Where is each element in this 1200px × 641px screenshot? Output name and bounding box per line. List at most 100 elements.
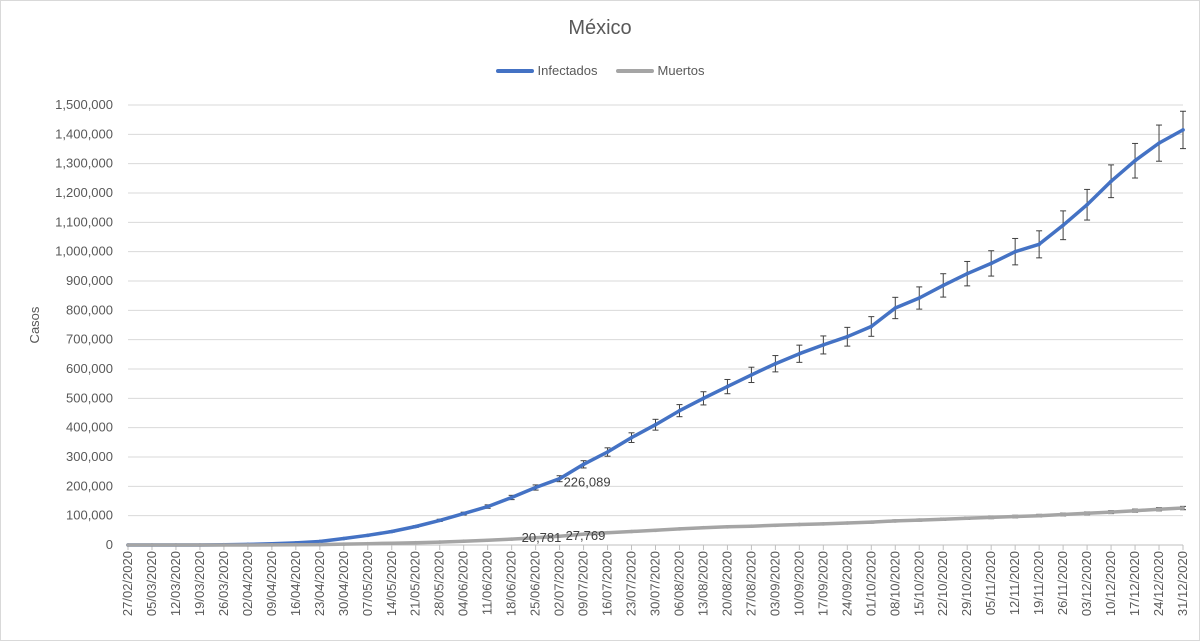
x-tick-label: 12/11/2020 [1007,551,1022,615]
series-line-infectados [126,128,1185,547]
data-point-muertos [294,542,298,547]
x-tick-label: 16/04/2020 [288,551,303,616]
x-tick-label: 17/12/2020 [1127,551,1142,616]
data-point-muertos [1061,512,1065,517]
x-tick-label: 25/06/2020 [528,551,543,616]
data-point-muertos [989,515,993,520]
x-tick-label: 01/10/2020 [863,551,878,616]
x-tick-label: 12/03/2020 [168,551,183,616]
data-point-muertos [749,524,754,529]
data-point-infectados [1109,179,1113,184]
data-point-infectados [1013,249,1017,254]
y-tick-label: 1,100,000 [55,214,113,229]
data-point-infectados [701,396,706,401]
data-point-muertos [246,543,250,547]
data-point-muertos [581,532,586,536]
data-point-muertos [461,539,466,543]
y-tick-label: 1,300,000 [55,156,113,171]
x-tick-label: 23/07/2020 [624,551,639,616]
data-point-muertos [389,541,394,546]
x-tick-label: 26/03/2020 [216,551,231,616]
data-point-infectados [533,485,538,490]
data-point-muertos [1013,514,1017,519]
data-point-infectados [509,495,514,500]
data-point-infectados [965,271,970,276]
y-tick-label: 1,200,000 [55,185,113,200]
data-point-infectados [1061,223,1065,228]
legend-item-infectados: Infectados [495,63,598,78]
x-tick-label: 16/07/2020 [600,551,615,616]
x-tick-label: 17/09/2020 [815,551,830,616]
data-point-muertos [413,540,418,545]
y-axis-title: Casos [27,306,42,343]
data-point-infectados [821,343,826,347]
data-point-infectados [749,373,754,377]
legend-item-muertos: Muertos [615,63,705,78]
legend-label-muertos: Muertos [657,63,705,78]
x-tick-label: 30/07/2020 [648,551,663,616]
data-point-muertos [821,522,826,526]
data-point-muertos [557,534,562,538]
data-point-infectados [1133,158,1137,163]
data-point-muertos [1181,506,1185,510]
x-tick-label: 29/10/2020 [959,551,974,616]
data-point-infectados [605,450,610,454]
data-point-muertos [1157,507,1161,512]
y-tick-label: 600,000 [66,361,113,376]
data-label: 20,781 [522,530,562,545]
x-tick-label: 07/05/2020 [360,551,375,616]
data-point-muertos [341,542,346,546]
y-tick-label: 800,000 [66,302,113,317]
data-point-infectados [1157,141,1161,145]
data-point-muertos [773,523,778,528]
y-tick-label: 900,000 [66,273,113,288]
x-tick-label: 05/03/2020 [144,551,159,616]
y-tick-label: 500,000 [66,390,113,405]
x-tick-label: 10/09/2020 [791,551,806,616]
x-tick-label: 23/04/2020 [312,551,327,616]
data-point-infectados [557,476,562,481]
x-tick-label: 06/08/2020 [671,551,686,616]
data-point-muertos [797,522,802,527]
data-point-muertos [437,540,442,544]
data-point-infectados [581,462,586,467]
y-tick-label: 400,000 [66,420,113,435]
x-tick-label: 11/06/2020 [480,551,495,615]
data-point-muertos [845,521,850,525]
data-point-muertos [893,519,898,523]
x-tick-label: 18/06/2020 [504,551,519,616]
legend-swatch-muertos [615,68,654,73]
data-point-muertos [917,518,922,522]
data-point-muertos [1109,510,1113,514]
data-point-muertos [1037,513,1041,518]
x-tick-label: 02/04/2020 [240,551,255,616]
data-point-infectados [1181,128,1185,132]
y-tick-label: 0 [106,537,113,552]
data-point-muertos [365,541,370,546]
data-point-infectados [341,536,346,541]
legend-swatch-infectados [495,68,534,73]
x-tick-label: 10/12/2020 [1103,551,1118,616]
x-tick-label: 22/10/2020 [935,551,950,616]
data-point-muertos [941,517,946,521]
data-point-muertos [509,537,514,541]
data-point-infectados [1085,202,1089,207]
data-point-infectados [318,539,322,544]
y-tick-label: 100,000 [66,508,113,523]
x-tick-label: 08/10/2020 [887,551,902,616]
x-tick-label: 14/05/2020 [384,551,399,616]
data-point-infectados [773,361,778,366]
y-tick-label: 200,000 [66,478,113,493]
data-point-infectados [869,324,874,329]
data-point-muertos [653,528,658,533]
x-tick-label: 05/11/2020 [983,551,998,615]
data-label: 226,089 [564,475,611,490]
data-point-infectados [461,511,466,516]
x-tick-label: 03/12/2020 [1079,551,1094,616]
data-point-muertos [150,543,154,547]
x-tick-label: 31/12/2020 [1175,551,1190,616]
x-tick-label: 24/09/2020 [839,551,854,616]
data-point-muertos [629,529,634,534]
